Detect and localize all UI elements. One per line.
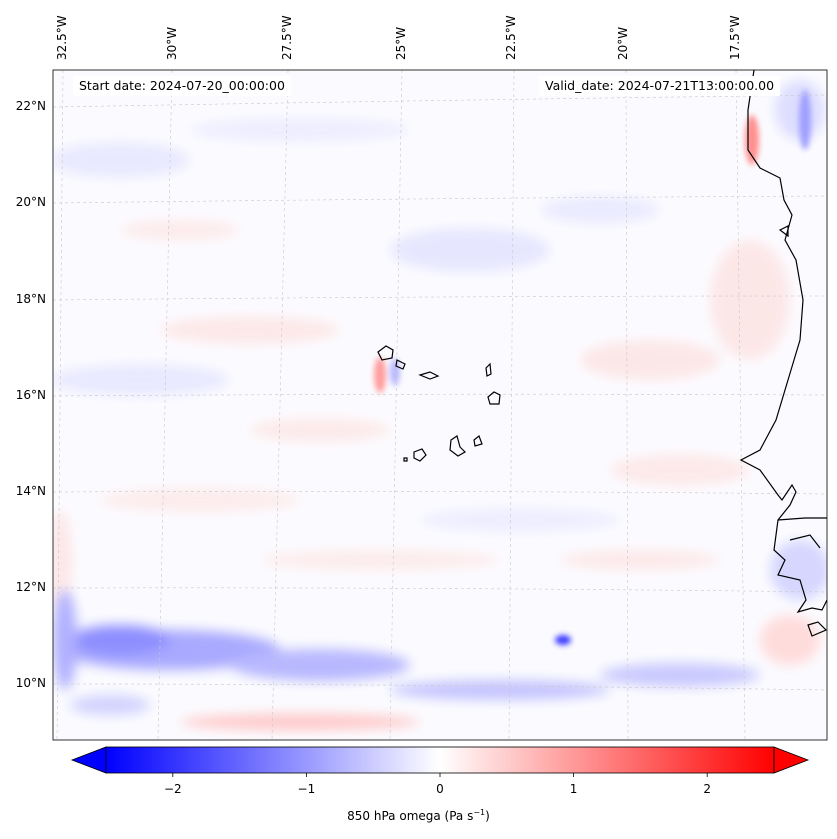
lon-label: 30°W — [165, 26, 179, 60]
colorbar-label-exponent: −1 — [473, 808, 486, 817]
lat-label: 16°N — [15, 388, 46, 402]
cape-verde-islands — [377, 345, 501, 462]
map-frame — [52, 69, 828, 741]
map-panel — [53, 70, 827, 740]
lat-label: 10°N — [15, 676, 46, 690]
valid-date-label: Valid_date: 2024-07-21T13:00:00.00 — [539, 76, 781, 96]
colorbar-min-extend — [70, 746, 107, 774]
lon-label: 17.5°W — [728, 15, 742, 60]
colorbar-label-main: 850 hPa omega (Pa s — [347, 809, 474, 823]
start-date-label: Start date: 2024-07-20_00:00:00 — [73, 76, 291, 96]
colorbar-tick-label: 1 — [569, 782, 578, 796]
lon-label: 25°W — [394, 26, 408, 60]
colorbar-gradient — [106, 747, 774, 773]
lat-label: 18°N — [15, 292, 46, 306]
colorbar-tick-label: 2 — [703, 782, 712, 796]
colorbar-max-extend — [773, 746, 810, 774]
lon-label: 32.5°W — [55, 15, 69, 60]
lon-label: 27.5°W — [280, 15, 294, 60]
omega-field — [53, 80, 827, 730]
lat-label: 22°N — [15, 99, 46, 113]
lon-label: 20°W — [616, 26, 630, 60]
colorbar-label-end: ) — [485, 809, 490, 823]
lat-label: 12°N — [15, 580, 46, 594]
colorbar-tick-label: −2 — [163, 782, 182, 796]
colorbar-tick-label: −1 — [297, 782, 316, 796]
lon-label: 22.5°W — [504, 15, 518, 60]
lat-label: 20°N — [15, 195, 46, 209]
colorbar-tick-label: 0 — [436, 782, 444, 796]
ocean-background — [53, 70, 827, 740]
lat-label: 14°N — [15, 484, 46, 498]
colorbar-label: 850 hPa omega (Pa s−1) — [0, 808, 837, 823]
colorbar — [70, 746, 810, 777]
coastlines — [739, 70, 827, 637]
graticule — [53, 70, 827, 740]
